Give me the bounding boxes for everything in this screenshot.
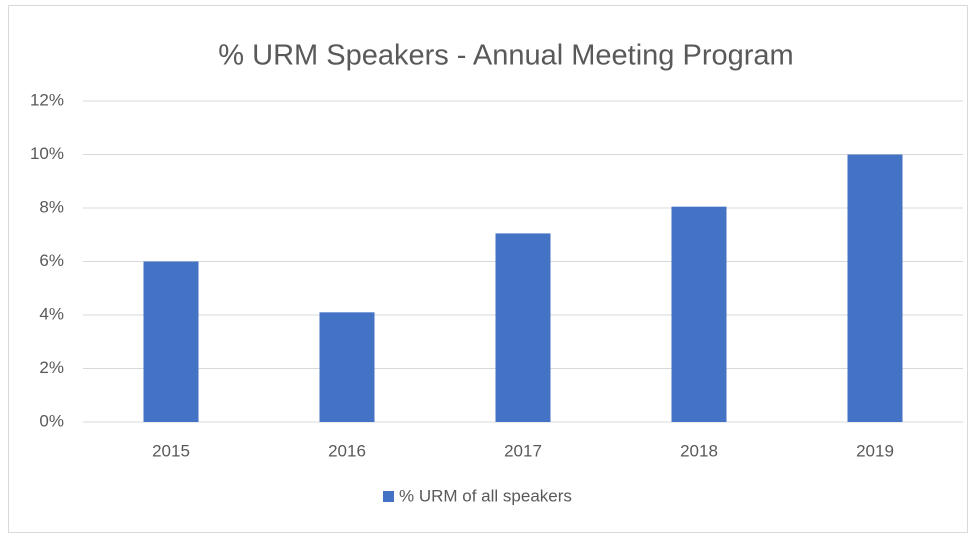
bar [319,312,375,422]
y-tick-label: 12% [30,90,64,109]
legend-label: % URM of all speakers [399,486,572,505]
x-tick-label: 2019 [856,441,894,460]
y-tick-label: 0% [39,411,64,430]
chart-title: % URM Speakers - Annual Meeting Program [218,40,793,72]
legend-swatch [383,491,394,502]
y-tick-label: 6% [39,251,64,270]
bar [847,154,903,422]
x-tick-label: 2017 [504,441,542,460]
y-tick-label: 4% [39,304,64,323]
x-tick-label: 2015 [152,441,190,460]
x-tick-label: 2016 [328,441,366,460]
x-tick-label: 2018 [680,441,718,460]
y-tick-label: 8% [39,197,64,216]
bar [495,233,551,422]
y-tick-label: 10% [30,144,64,163]
bar [143,261,199,422]
y-tick-label: 2% [39,358,64,377]
bar [671,206,727,422]
